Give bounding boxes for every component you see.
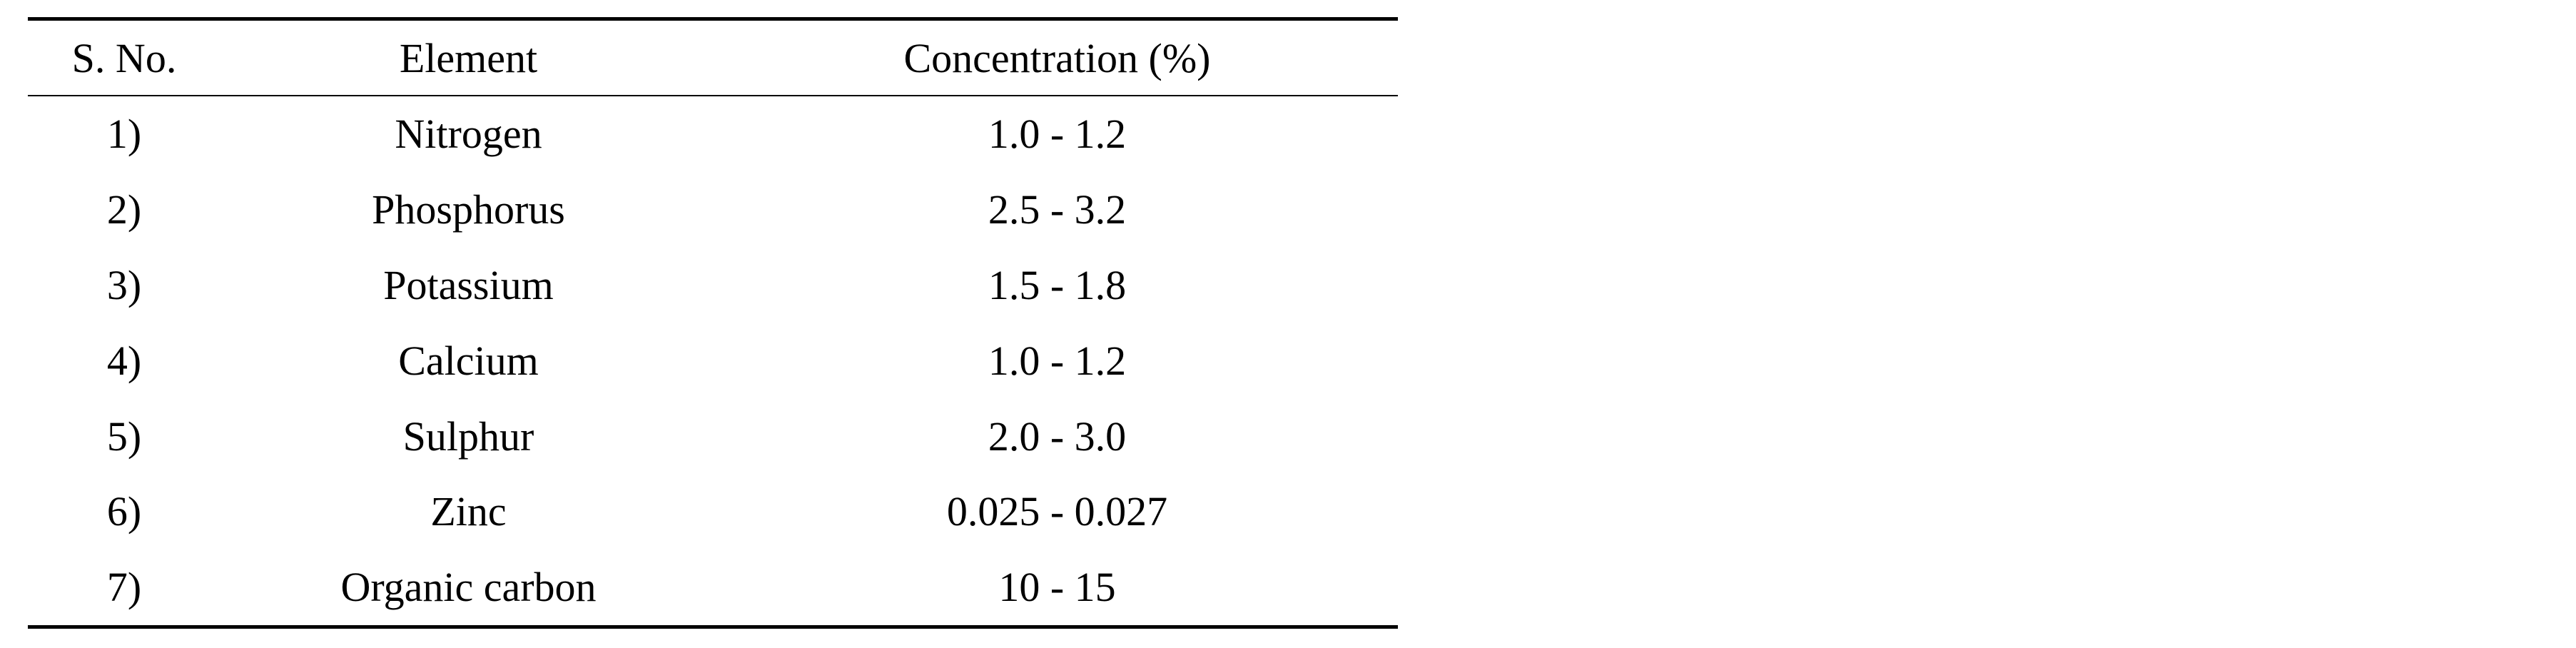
cell-concentration: 10 - 15	[998, 564, 1116, 611]
cell-sno: 4)	[106, 337, 142, 384]
header-element: Element	[399, 34, 538, 81]
header-sno: S. No.	[71, 34, 177, 81]
cell-sno: 5)	[106, 412, 142, 460]
table-row: 7) Organic carbon 10 - 15	[28, 550, 1398, 627]
cell-element: Phosphorus	[372, 186, 565, 233]
header-row: S. No. Element Concentration (%)	[28, 19, 1398, 96]
header-concentration: Concentration (%)	[903, 34, 1211, 81]
table-row: 5) Sulphur 2.0 - 3.0	[28, 398, 1398, 474]
cell-concentration: 0.025 - 0.027	[946, 488, 1168, 535]
cell-sno: 1)	[106, 111, 142, 158]
cell-element: Organic carbon	[340, 564, 597, 611]
cell-sno: 6)	[106, 488, 142, 535]
cell-element: Sulphur	[402, 412, 534, 460]
table-row: 6) Zinc 0.025 - 0.027	[28, 474, 1398, 550]
cell-element: Potassium	[383, 261, 554, 308]
table-row: 2) Phosphorus 2.5 - 3.2	[28, 172, 1398, 248]
cell-sno: 3)	[106, 261, 142, 308]
cell-concentration: 2.5 - 3.2	[988, 186, 1127, 233]
table-body: 1) Nitrogen 1.0 - 1.2 2) Phosphorus 2.5 …	[28, 95, 1398, 627]
table-row: 4) Calcium 1.0 - 1.2	[28, 323, 1398, 398]
cell-sno: 2)	[106, 186, 142, 233]
cell-element: Calcium	[398, 337, 539, 384]
concentration-table: S. No. Element Concentration (%) 1) Nitr…	[28, 17, 1398, 629]
cell-element: Zinc	[430, 488, 507, 535]
table-row: 3) Potassium 1.5 - 1.8	[28, 248, 1398, 323]
table-header: S. No. Element Concentration (%)	[28, 19, 1398, 96]
cell-element: Nitrogen	[395, 111, 542, 158]
cell-concentration: 1.0 - 1.2	[988, 111, 1127, 158]
cell-concentration: 1.5 - 1.8	[988, 261, 1127, 308]
table-row: 1) Nitrogen 1.0 - 1.2	[28, 96, 1398, 172]
cell-concentration: 1.0 - 1.2	[988, 337, 1127, 384]
concentration-table-container: S. No. Element Concentration (%) 1) Nitr…	[28, 17, 1398, 629]
cell-concentration: 2.0 - 3.0	[988, 412, 1127, 460]
cell-sno: 7)	[106, 564, 142, 611]
